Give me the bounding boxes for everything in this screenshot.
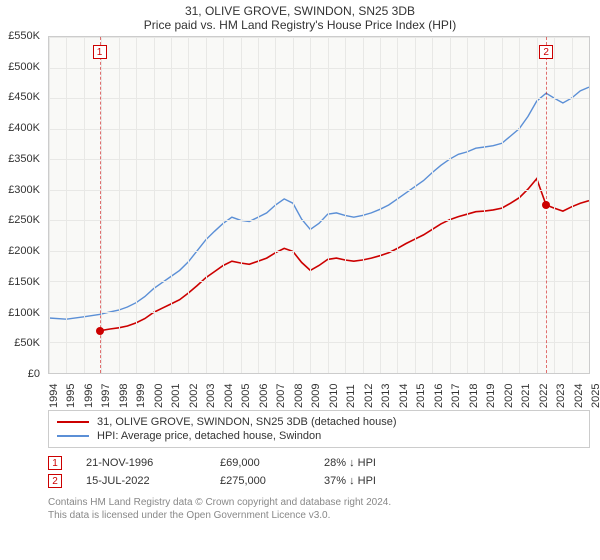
chart: £0£50K£100K£150K£200K£250K£300K£350K£400… (48, 36, 590, 406)
y-tick-label: £250K (8, 214, 40, 226)
plot-area: 12 (48, 36, 590, 374)
x-tick-label: 1997 (100, 384, 112, 408)
x-tick-label: 2004 (223, 384, 235, 408)
y-tick-label: £450K (8, 91, 40, 103)
sale-marker-line (100, 37, 101, 373)
sale-index: 1 (48, 456, 62, 470)
x-tick-label: 2019 (485, 384, 497, 408)
y-axis: £0£50K£100K£150K£200K£250K£300K£350K£400… (0, 36, 44, 374)
legend: 31, OLIVE GROVE, SWINDON, SN25 3DB (deta… (48, 410, 590, 448)
sale-price: £275,000 (220, 475, 300, 487)
x-tick-label: 2014 (398, 384, 410, 408)
sale-marker-dot (96, 327, 104, 335)
x-tick-label: 2013 (380, 384, 392, 408)
legend-label: HPI: Average price, detached house, Swin… (97, 430, 321, 442)
x-tick-label: 2015 (415, 384, 427, 408)
x-tick-label: 2011 (345, 384, 357, 408)
x-tick-label: 2012 (363, 384, 375, 408)
x-tick-label: 1996 (83, 384, 95, 408)
chart-lines (49, 37, 589, 373)
x-tick-label: 2025 (590, 384, 600, 408)
y-tick-label: £550K (8, 30, 40, 42)
y-tick-label: £150K (8, 276, 40, 288)
sale-marker-box: 1 (93, 45, 107, 59)
y-tick-label: £300K (8, 184, 40, 196)
y-tick-label: £500K (8, 61, 40, 73)
sale-index: 2 (48, 474, 62, 488)
x-tick-label: 2006 (258, 384, 270, 408)
sale-marker-dot (542, 201, 550, 209)
x-tick-label: 1995 (65, 384, 77, 408)
x-tick-label: 2020 (503, 384, 515, 408)
x-tick-label: 1998 (118, 384, 130, 408)
y-tick-label: £200K (8, 245, 40, 257)
sale-row: 1 21-NOV-1996 £69,000 28% ↓ HPI (48, 454, 590, 472)
legend-label: 31, OLIVE GROVE, SWINDON, SN25 3DB (deta… (97, 416, 397, 428)
series-line (49, 87, 589, 319)
sale-price: £69,000 (220, 457, 300, 469)
x-tick-label: 2024 (573, 384, 585, 408)
x-tick-label: 2000 (153, 384, 165, 408)
x-tick-label: 2023 (555, 384, 567, 408)
legend-swatch (57, 421, 89, 423)
y-tick-label: £50K (14, 337, 40, 349)
sale-marker-box: 2 (539, 45, 553, 59)
legend-item: 31, OLIVE GROVE, SWINDON, SN25 3DB (deta… (57, 415, 581, 429)
x-tick-label: 2016 (433, 384, 445, 408)
x-tick-label: 2018 (468, 384, 480, 408)
x-axis: 1994 1995 1996 1997 1998 1999 2000 2001 2002 2003… (48, 374, 590, 406)
footer: Contains HM Land Registry data © Crown c… (48, 496, 590, 522)
sale-row: 2 15-JUL-2022 £275,000 37% ↓ HPI (48, 472, 590, 490)
x-tick-label: 2002 (188, 384, 200, 408)
legend-swatch (57, 435, 89, 437)
sale-delta: 37% ↓ HPI (324, 475, 376, 487)
sale-date: 21-NOV-1996 (86, 457, 196, 469)
x-tick-label: 2001 (170, 384, 182, 408)
x-tick-label: 1994 (48, 384, 60, 408)
x-tick-label: 2008 (293, 384, 305, 408)
x-tick-label: 2009 (310, 384, 322, 408)
sale-delta: 28% ↓ HPI (324, 457, 376, 469)
footer-line2: This data is licensed under the Open Gov… (48, 509, 590, 522)
sale-date: 15-JUL-2022 (86, 475, 196, 487)
chart-title: 31, OLIVE GROVE, SWINDON, SN25 3DB (0, 0, 600, 18)
x-tick-label: 2005 (240, 384, 252, 408)
legend-item: HPI: Average price, detached house, Swin… (57, 429, 581, 443)
x-tick-label: 2017 (450, 384, 462, 408)
x-tick-label: 2003 (205, 384, 217, 408)
x-tick-label: 1999 (135, 384, 147, 408)
y-tick-label: £350K (8, 153, 40, 165)
x-tick-label: 2007 (275, 384, 287, 408)
y-tick-label: £400K (8, 122, 40, 134)
y-tick-label: £0 (28, 368, 40, 380)
x-tick-label: 2022 (538, 384, 550, 408)
y-tick-label: £100K (8, 307, 40, 319)
sales-table: 1 21-NOV-1996 £69,000 28% ↓ HPI 2 15-JUL-2022… (48, 454, 590, 490)
footer-line1: Contains HM Land Registry data © Crown c… (48, 496, 590, 509)
x-tick-label: 2010 (328, 384, 340, 408)
x-tick-label: 2021 (520, 384, 532, 408)
chart-subtitle: Price paid vs. HM Land Registry's House … (0, 18, 600, 34)
